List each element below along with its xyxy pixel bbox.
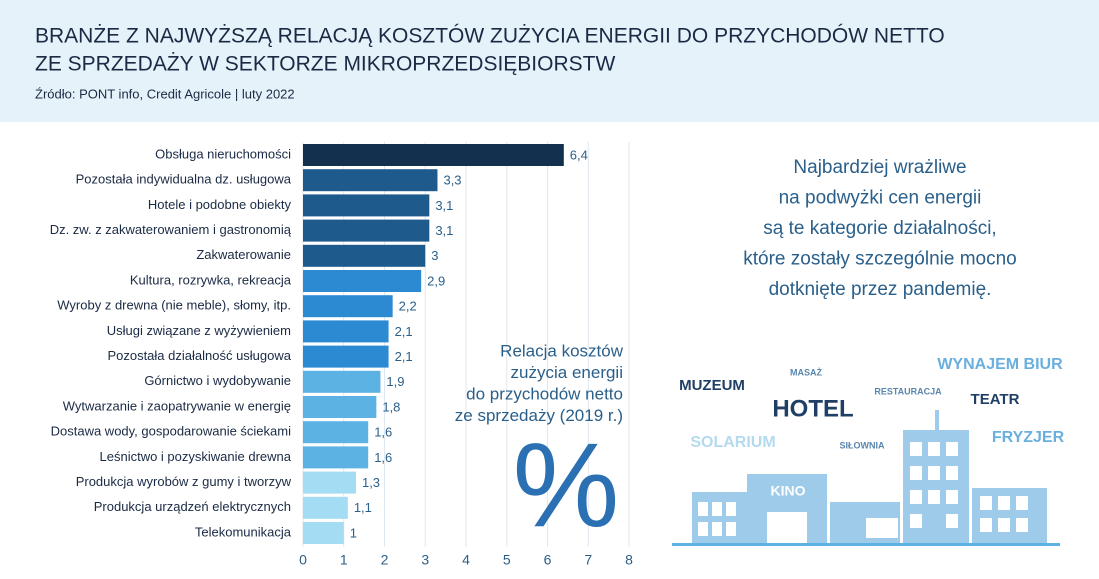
title-line: ZE SPRZEDAŻY W SEKTORZE MIKROPRZEDSIĘBIO… [35,53,615,76]
bar [303,345,389,368]
side-text: dotknięte przez pandemię. [769,279,992,300]
word: RESTAURACJA [874,386,942,396]
value-label: 1,8 [382,399,400,414]
bar [303,219,430,242]
word: FRYZJER [992,429,1065,446]
category-label: Wytwarzanie i zaopatrywanie w energię [63,398,291,413]
value-label: 3 [431,248,438,263]
word: WYNAJEM BIUR [937,356,1063,373]
category-label: Obsługa nieruchomości [155,146,291,161]
category-label: Leśnictwo i pozyskiwanie drewna [100,449,292,464]
bar [303,194,430,217]
word: TEATR [971,391,1020,408]
title-line: BRANŻE Z NAJWYŻSZĄ RELACJĄ KOSZTÓW ZUŻYC… [35,25,945,48]
value-label: 1 [350,525,357,540]
side-text: na podwyżki cen energii [779,188,982,209]
category-label: Wyroby z drewna (nie meble), słomy, itp. [57,298,291,313]
side-text: które zostały szczególnie mocno [743,249,1017,270]
category-label: Pozostała indywidualna dz. usługowa [76,172,292,187]
header-band [0,0,1099,122]
bar [303,370,381,393]
x-tick-label: 1 [340,552,348,568]
annotation: ze sprzedaży (2019 r.) [455,406,623,425]
value-label: 3,3 [443,173,461,188]
buildings [672,410,1060,546]
value-label: 3,1 [435,223,453,238]
category-label: Zakwaterowanie [196,247,291,262]
bar [303,446,369,469]
side-text: są te kategorie działalności, [763,218,996,239]
value-label: 1,1 [354,500,372,515]
category-label: Telekomunikacja [195,524,292,539]
bar [303,270,422,292]
value-label: 1,6 [374,425,392,440]
value-label: 1,6 [374,450,392,465]
category-label: Dz. zw. z zakwaterowaniem i gastronomią [50,222,292,237]
category-label: Górnictwo i wydobywanie [144,373,291,388]
bar [303,244,426,267]
category-label: Produkcja urządzeń elektrycznych [94,499,291,514]
source: Źródło: PONT info, Credit Agricole | lut… [35,86,295,101]
bar [303,169,438,192]
side-text: Najbardziej wrażliwe [793,157,966,178]
word: KINO [771,483,806,499]
value-label: 3,1 [435,198,453,213]
word: MUZEUM [679,377,745,394]
bar [303,320,389,343]
x-tick-label: 3 [421,552,429,568]
annotation: do przychodów netto [466,384,623,403]
x-tick-label: 6 [544,552,552,568]
x-tick-label: 8 [625,552,633,568]
word: MASAŻ [790,367,822,377]
category-label: Kultura, rozrywka, rekreacja [130,272,292,287]
annotation: Relacja kosztów [500,341,624,360]
bar [303,496,348,519]
bar [303,295,393,318]
value-label: 1,3 [362,475,380,490]
value-label: 2,2 [399,299,417,314]
word: HOTEL [772,395,853,422]
x-tick-label: 7 [584,552,592,568]
bar [303,471,356,494]
value-label: 2,9 [427,273,445,288]
value-label: 2,1 [395,324,413,339]
x-tick-label: 2 [381,552,389,568]
category-label: Produkcja wyrobów z gumy i tworzyw [76,474,292,489]
unit-symbol: % [513,419,620,553]
value-label: 1,9 [386,374,404,389]
value-label: 6,4 [570,147,588,162]
value-label: 2,1 [395,349,413,364]
word: SIŁOWNIA [840,440,885,450]
x-tick-label: 5 [503,552,511,568]
word: SOLARIUM [690,434,775,451]
bar [303,396,377,418]
annotation: zużycia energii [511,363,623,382]
category-label: Usługi związane z wyżywieniem [107,323,291,338]
category-label: Dostawa wody, gospodarowanie ściekami [51,424,291,439]
x-tick-label: 4 [462,552,470,568]
bar [303,144,564,166]
category-label: Pozostała działalność usługowa [107,348,291,363]
category-label: Hotele i podobne obiekty [148,197,292,212]
x-tick-label: 0 [299,552,307,568]
bar [303,421,369,444]
bar [303,522,344,544]
